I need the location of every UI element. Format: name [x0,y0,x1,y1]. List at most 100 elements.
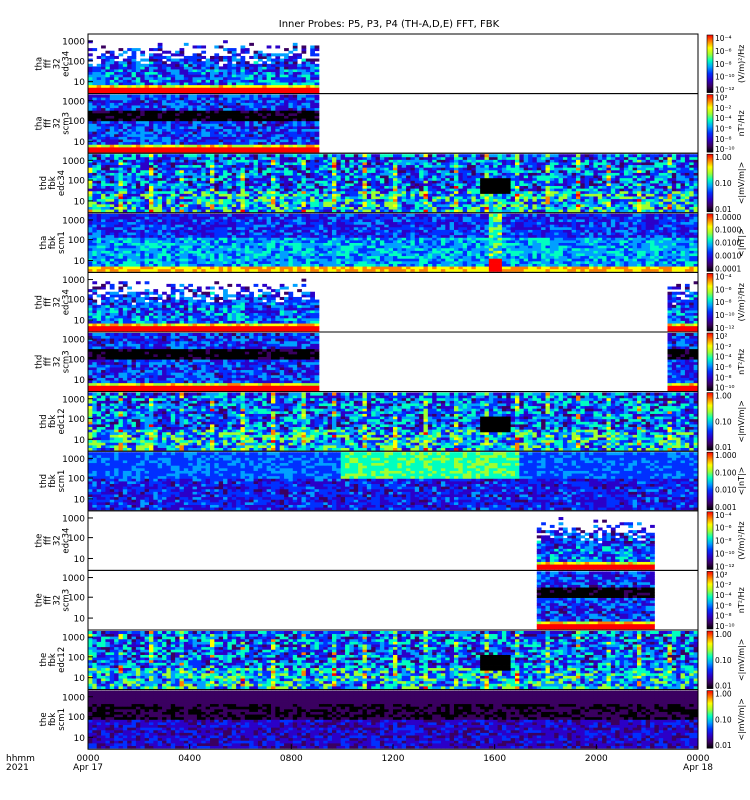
spectrogram-cell [188,87,193,90]
spectrogram-cell [180,85,185,88]
spectrogram-cell [232,129,237,132]
spectrogram-cell [214,126,219,129]
spectrogram-cell [302,80,307,83]
spectrogram-cell [105,134,110,137]
spectrogram-cell [140,134,145,137]
spectrogram-cell [114,100,119,103]
spectrogram-cell [206,97,211,100]
spectrogram-cell [119,139,124,142]
spectrogram-cell [219,69,224,72]
spectrogram-cell [262,108,267,111]
spectrogram-cell [123,80,128,83]
spectrogram-cell [171,100,176,103]
spectrogram-cell [162,139,167,142]
spectrogram-cell [132,110,137,113]
spectrogram-cell [271,53,276,56]
spectrogram-cell [97,113,102,116]
spectrogram-cell [132,90,137,93]
spectrogram-cell [162,123,167,126]
spectrogram-cell [171,123,176,126]
spectrogram-cell [206,118,211,121]
spectrogram-cell [88,136,93,139]
spectrogram-cell [214,129,219,132]
spectrogram-cell [302,72,307,75]
spectrogram-cell [280,61,285,64]
spectrogram-cell [197,142,202,145]
spectrogram-cell [254,129,259,132]
spectrogram-cell [214,105,219,108]
spectrogram-cell [193,147,198,150]
spectrogram-cell [101,45,106,48]
spectrogram-cell [162,85,167,88]
spectrogram-cell [306,90,311,93]
spectrogram-cell [197,85,202,88]
spectrogram-cell [258,97,263,100]
spectrogram-cell [188,97,193,100]
spectrogram-cell [162,72,167,75]
spectrogram-cell [175,116,180,119]
spectrogram-cell [166,100,171,103]
spectrogram-cell [114,108,119,111]
spectrogram-cell [223,126,228,129]
spectrogram-cell [132,147,137,150]
spectrogram-cell [214,147,219,150]
spectrogram-cell [123,139,128,142]
spectrogram-cell [180,72,185,75]
spectrogram-cell [110,82,115,85]
spectrogram-cell [197,116,202,119]
spectrogram-cell [227,129,232,132]
spectrogram-cell [149,61,154,64]
spectrogram-cell [188,64,193,67]
spectrogram-cell [223,82,228,85]
spectrogram-cell [236,61,241,64]
spectrogram-cell [258,64,263,67]
spectrogram-cell [214,131,219,134]
spectrogram-cell [232,59,237,62]
spectrogram-cell [249,118,254,121]
spectrogram-cell [101,139,106,142]
spectrogram-cell [193,108,198,111]
spectrogram-cell [223,85,228,88]
spectrogram-cell [97,123,102,126]
spectrogram-cell [136,90,141,93]
spectrogram-cell [197,118,202,121]
spectrogram-cell [219,66,224,69]
spectrogram-cell [119,100,124,103]
spectrogram-cell [293,80,298,83]
spectrogram-cell [315,59,320,62]
spectrogram-cell [184,56,189,59]
spectrogram-cell [254,74,259,77]
spectrogram-cell [158,69,163,72]
spectrogram-cell [180,118,185,121]
spectrogram-cell [149,102,154,105]
spectrogram-cell [210,66,215,69]
spectrogram-cell [119,144,124,147]
spectrogram-cell [184,102,189,105]
spectrogram-cell [119,116,124,119]
spectrogram-cell [88,150,93,153]
spectrogram-cell [206,95,211,98]
spectrogram-cell [101,85,106,88]
spectrogram-cell [223,74,228,77]
spectrogram-cell [110,56,115,59]
spectrogram-cell [245,126,250,129]
spectrogram-cell [310,53,315,56]
spectrogram-cell [267,108,272,111]
spectrogram-cell [293,59,298,62]
spectrogram-cell [297,53,302,56]
spectrogram-cell [223,150,228,153]
spectrogram-cell [210,59,215,62]
spectrogram-cell [245,134,250,137]
spectrogram-cell [184,87,189,90]
spectrogram-cell [315,48,320,51]
spectrogram-cell [171,142,176,145]
spectrogram-cell [214,80,219,83]
spectrogram-cell [136,121,141,124]
spectrogram-cell [105,113,110,116]
spectrogram-cell [188,77,193,80]
spectrogram-cell [201,87,206,90]
spectrogram-cell [315,82,320,85]
spectrogram-cell [249,90,254,93]
spectrogram-cell [232,121,237,124]
spectrogram-cell [175,136,180,139]
